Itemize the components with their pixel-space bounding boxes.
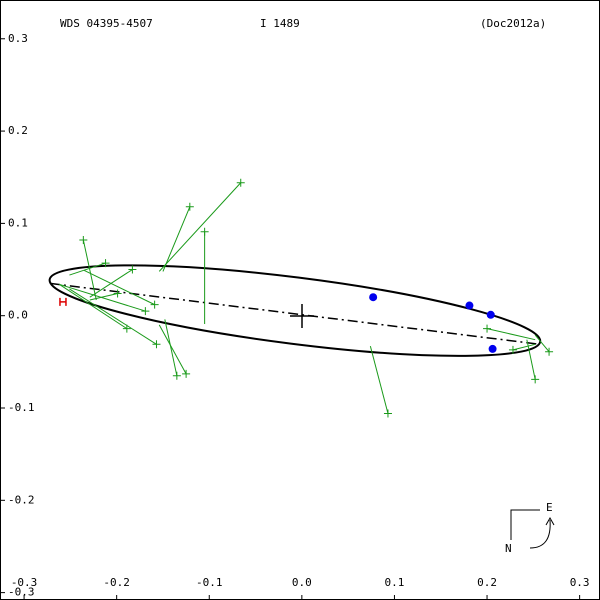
residual <box>486 328 536 341</box>
x-tick-label: -0.3 <box>11 576 38 589</box>
y-tick-label: 0.0 <box>8 309 28 322</box>
observation <box>113 289 122 298</box>
observation <box>369 293 378 302</box>
chart-subtitle: I 1489 <box>260 17 300 30</box>
chart-title: WDS 04395-4507 <box>60 17 153 30</box>
x-tick-label: -0.2 <box>103 576 130 589</box>
observation <box>101 259 110 268</box>
residual <box>69 288 157 345</box>
residual <box>512 343 536 351</box>
observation <box>185 202 194 211</box>
observation <box>483 324 492 333</box>
residual <box>534 334 550 353</box>
x-tick-label: -0.1 <box>196 576 223 589</box>
residual <box>162 206 191 272</box>
residual <box>158 182 242 272</box>
observation <box>236 178 245 187</box>
observation <box>508 345 517 354</box>
observation <box>200 227 209 236</box>
compass: E N <box>505 501 555 555</box>
y-tick-label: 0.2 <box>8 124 28 137</box>
y-tick-label: 0.1 <box>8 216 28 229</box>
residual <box>69 262 106 276</box>
observation <box>545 347 554 356</box>
residual <box>164 319 178 376</box>
observation <box>172 371 181 380</box>
residual <box>158 324 187 375</box>
observation <box>79 236 88 244</box>
compass-arrow <box>529 516 555 549</box>
residual <box>369 346 389 414</box>
y-tick-label: -0.1 <box>8 401 35 414</box>
x-tick-label: 0.3 <box>570 576 590 589</box>
compass-axes <box>510 509 540 540</box>
observation <box>150 300 159 309</box>
observation <box>486 310 495 319</box>
x-tick-label: 0.0 <box>292 576 312 589</box>
y-tick-label: 0.3 <box>8 32 28 45</box>
compass-east: E <box>546 501 553 514</box>
reference: (Doc2012a) <box>480 17 546 30</box>
observation <box>152 340 161 349</box>
observation <box>488 344 497 353</box>
residual <box>89 293 118 301</box>
x-tick-label: 0.1 <box>385 576 405 589</box>
residual <box>58 283 128 330</box>
y-tick-label: -0.3 <box>8 586 35 599</box>
observation <box>59 297 67 306</box>
observation <box>141 307 150 316</box>
y-tick-label: -0.2 <box>8 493 35 506</box>
observation <box>465 301 474 310</box>
observation <box>128 265 137 274</box>
residual <box>82 239 97 301</box>
compass-north: N <box>505 542 512 555</box>
residual <box>84 270 155 306</box>
residual <box>59 283 146 312</box>
observation <box>531 375 540 384</box>
x-tick-label: 0.2 <box>477 576 497 589</box>
observation <box>383 409 392 418</box>
observation <box>182 369 191 378</box>
